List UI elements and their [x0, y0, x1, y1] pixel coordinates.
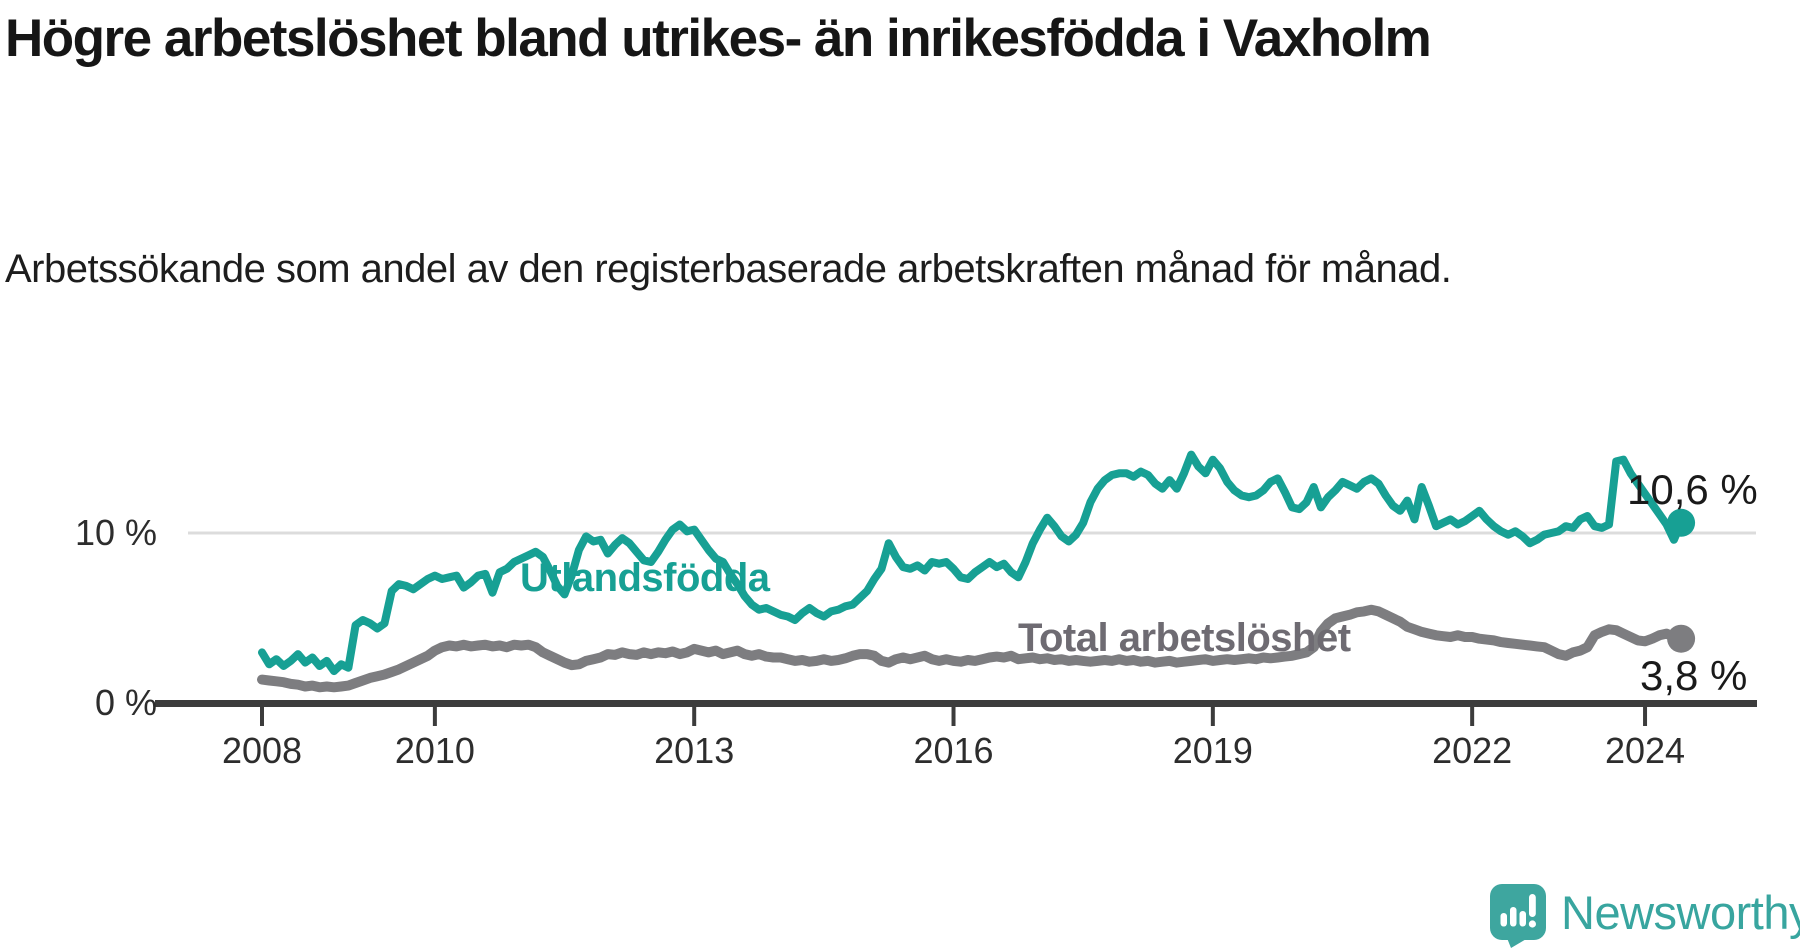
- newsworthy-logo-icon: [1490, 884, 1546, 948]
- chart-title: Högre arbetslöshet bland utrikes- än inr…: [5, 9, 1432, 68]
- x-axis-label-2016: 2016: [913, 730, 994, 771]
- y-axis-label-0: 0 %: [94, 682, 157, 723]
- x-axis-label-2008: 2008: [221, 730, 303, 771]
- x-axis-label-2019: 2019: [1172, 730, 1253, 771]
- y-axis-label-10: 10 %: [74, 512, 157, 553]
- end-value-total: 3,8 %: [1640, 652, 1748, 699]
- x-axis-label-2013: 2013: [654, 730, 735, 771]
- series-label-utlandsfodda: Utlandsfödda: [520, 556, 770, 600]
- utlandsfodda-end-dot: [1667, 508, 1696, 537]
- total-arbetsloshet-line: [257, 604, 1687, 693]
- x-axis-label-2022: 2022: [1432, 730, 1513, 771]
- x-axis-label-2024: 2024: [1604, 730, 1686, 771]
- newsworthy-logo: Newsworthy: [1490, 884, 1800, 948]
- chart-subtitle: Arbetssökande som andel av den registerb…: [5, 247, 1452, 291]
- series-label-total: Total arbetslöshet: [1018, 616, 1351, 660]
- newsworthy-logo-text: Newsworthy: [1561, 885, 1800, 939]
- end-value-utlandsfodda: 10,6 %: [1627, 466, 1758, 513]
- total-end-dot: [1667, 624, 1696, 653]
- x-axis-ticks: [260, 705, 1648, 726]
- utlandsfodda-line: [258, 450, 1686, 676]
- x-axis-label-2010: 2010: [394, 730, 475, 771]
